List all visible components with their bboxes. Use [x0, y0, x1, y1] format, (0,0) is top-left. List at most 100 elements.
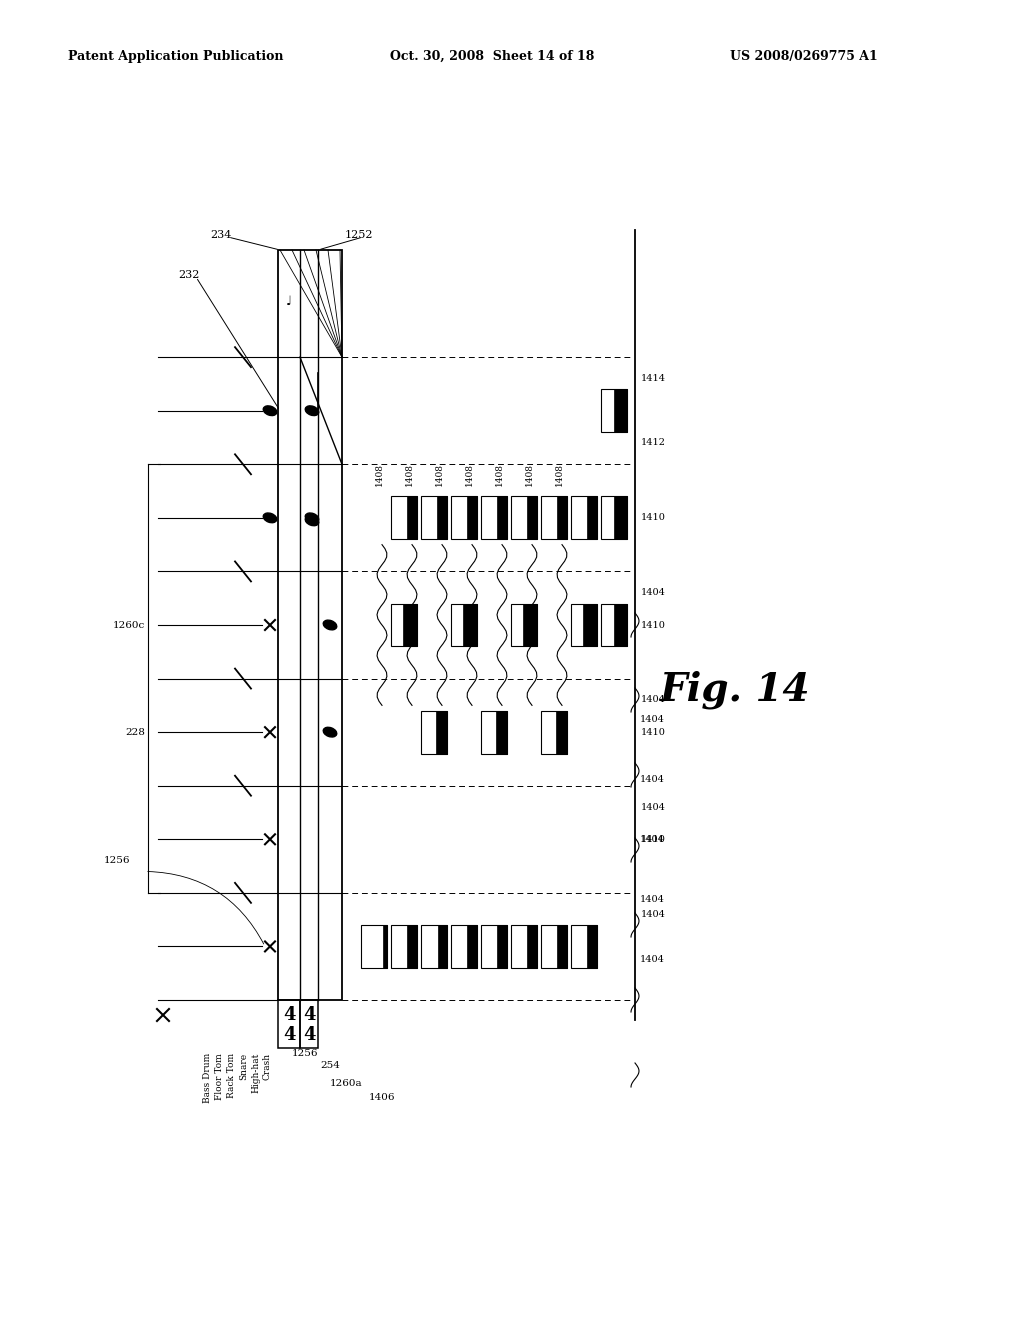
Bar — [526, 925, 538, 968]
Bar — [383, 925, 387, 968]
Bar — [511, 925, 538, 968]
Text: 1410: 1410 — [641, 727, 666, 737]
Ellipse shape — [305, 516, 318, 525]
Bar — [421, 496, 447, 540]
Bar — [497, 496, 508, 540]
Bar — [601, 389, 628, 432]
Bar — [511, 496, 538, 540]
Bar — [557, 496, 567, 540]
Ellipse shape — [324, 620, 337, 630]
Text: 1408: 1408 — [435, 463, 444, 487]
Ellipse shape — [263, 405, 276, 416]
Bar — [583, 603, 597, 647]
Text: Floor Tom: Floor Tom — [215, 1053, 224, 1100]
Bar — [435, 710, 447, 754]
Ellipse shape — [324, 727, 337, 737]
Bar — [407, 925, 418, 968]
Bar — [438, 925, 447, 968]
Text: 1256: 1256 — [292, 1048, 318, 1057]
Bar — [497, 925, 508, 968]
Bar — [614, 389, 628, 432]
Bar — [391, 925, 418, 968]
Text: High-hat: High-hat — [251, 1053, 260, 1093]
Bar — [451, 603, 477, 647]
Text: 1410: 1410 — [641, 620, 666, 630]
Text: 1408: 1408 — [495, 463, 504, 487]
Text: 1410: 1410 — [641, 513, 666, 523]
Bar — [463, 603, 477, 647]
Bar — [601, 496, 628, 540]
Text: 1412: 1412 — [641, 438, 666, 447]
Bar — [467, 496, 477, 540]
Text: 1414: 1414 — [641, 374, 666, 383]
Text: 4: 4 — [303, 1006, 315, 1024]
Bar — [555, 710, 567, 754]
Text: 1404: 1404 — [640, 895, 665, 904]
Text: 254: 254 — [319, 1061, 340, 1071]
Bar — [407, 496, 418, 540]
Text: Fig. 14: Fig. 14 — [660, 671, 811, 709]
Text: Snare: Snare — [239, 1053, 248, 1080]
Text: 1252: 1252 — [345, 230, 374, 240]
Text: 1406: 1406 — [369, 1093, 395, 1102]
Text: ♩: ♩ — [286, 296, 292, 308]
Bar — [451, 496, 477, 540]
Text: 1404: 1404 — [640, 836, 665, 845]
Text: 4: 4 — [283, 1006, 295, 1024]
Bar — [571, 925, 597, 968]
Text: US 2008/0269775 A1: US 2008/0269775 A1 — [730, 50, 878, 63]
Text: 4: 4 — [303, 1026, 315, 1044]
Bar — [571, 603, 597, 647]
Text: Oct. 30, 2008  Sheet 14 of 18: Oct. 30, 2008 Sheet 14 of 18 — [390, 50, 594, 63]
Bar — [614, 496, 628, 540]
Text: 1408: 1408 — [525, 463, 534, 487]
Bar — [278, 249, 342, 1001]
Bar — [391, 496, 418, 540]
Text: 4: 4 — [283, 1026, 295, 1044]
Bar — [523, 603, 538, 647]
Bar — [587, 496, 597, 540]
Text: 1408: 1408 — [406, 463, 414, 487]
Bar — [614, 603, 628, 647]
Text: 1404: 1404 — [640, 715, 665, 725]
Bar — [587, 925, 597, 968]
Bar — [361, 925, 387, 968]
Bar — [402, 603, 418, 647]
Text: 1256: 1256 — [103, 857, 130, 865]
Text: 1408: 1408 — [465, 463, 474, 487]
Bar — [557, 925, 567, 968]
Text: 1404: 1404 — [641, 696, 666, 705]
Bar — [481, 925, 508, 968]
Text: 1408: 1408 — [375, 463, 384, 487]
Text: Crash: Crash — [263, 1053, 272, 1080]
Bar — [391, 603, 418, 647]
Ellipse shape — [305, 405, 318, 416]
Text: 1404: 1404 — [641, 803, 666, 812]
Bar — [481, 496, 508, 540]
Text: 232: 232 — [178, 271, 200, 280]
Bar — [571, 496, 597, 540]
Bar — [541, 925, 567, 968]
Bar — [526, 496, 538, 540]
Text: Patent Application Publication: Patent Application Publication — [68, 50, 284, 63]
Text: 1404: 1404 — [640, 956, 665, 965]
Bar — [601, 603, 628, 647]
Text: 1404: 1404 — [641, 909, 666, 919]
Bar — [467, 925, 477, 968]
Text: 1404: 1404 — [640, 776, 665, 784]
Bar — [511, 603, 538, 647]
Text: 1260a: 1260a — [330, 1078, 362, 1088]
Text: 1408: 1408 — [555, 463, 564, 487]
Text: Bass Drum: Bass Drum — [203, 1053, 212, 1104]
Ellipse shape — [305, 513, 318, 523]
Bar — [451, 925, 477, 968]
Bar — [300, 1001, 318, 1048]
Text: 228: 228 — [125, 727, 145, 737]
Bar — [496, 710, 508, 754]
Text: 1410: 1410 — [641, 834, 666, 843]
Bar — [421, 925, 447, 968]
Bar — [541, 496, 567, 540]
Text: 1404: 1404 — [641, 589, 666, 598]
Text: 234: 234 — [210, 230, 231, 240]
Text: 1260c: 1260c — [113, 620, 145, 630]
